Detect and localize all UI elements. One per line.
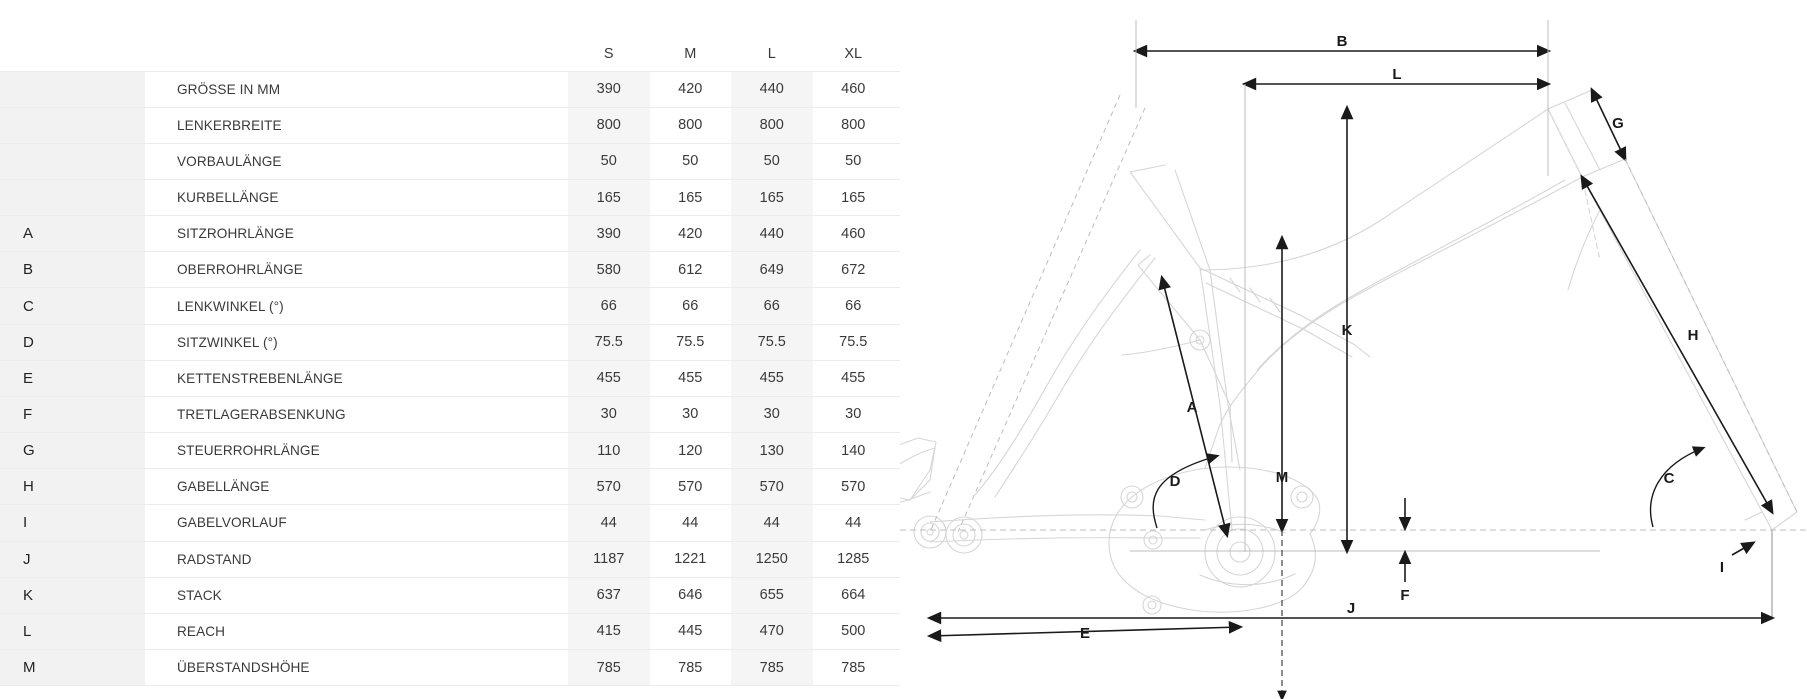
svg-text:H: H [1688, 327, 1699, 344]
svg-text:L: L [1392, 66, 1401, 83]
svg-text:K: K [1342, 322, 1353, 339]
svg-text:A: A [1187, 399, 1198, 416]
svg-text:C: C [1664, 470, 1675, 487]
svg-text:I: I [1720, 559, 1724, 576]
svg-text:B: B [1337, 33, 1348, 50]
svg-text:F: F [1400, 587, 1409, 604]
svg-text:G: G [1612, 115, 1624, 132]
svg-text:M: M [1276, 469, 1289, 486]
svg-text:E: E [1080, 625, 1090, 642]
svg-text:J: J [1347, 600, 1355, 617]
svg-text:D: D [1170, 473, 1181, 490]
